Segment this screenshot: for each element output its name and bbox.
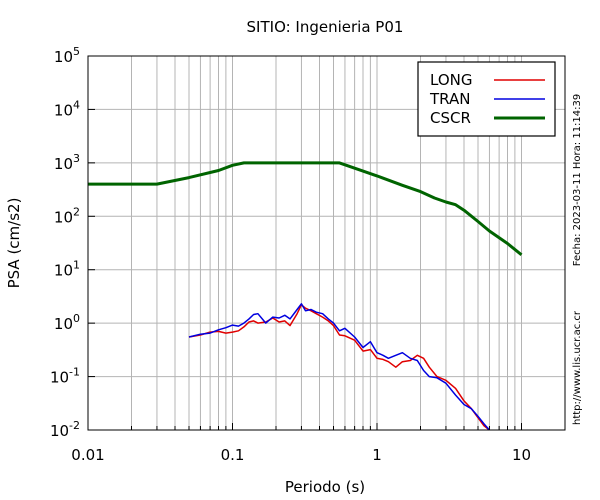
x-tick-label: 10 [512,446,531,464]
plot-area-frame [87,55,566,431]
x-tick-label: 0.01 [71,446,104,464]
legend-label-cscr: CSCR [430,109,471,127]
y-tick-labels: 10-2 10-1 100 101 102 103 104 105 [50,45,80,440]
y-tick-label: 10-1 [50,366,80,387]
date-time-annotation: Fecha: 2023-03-11 Hora: 11:14:39 [572,94,583,267]
x-tick-label: 0.1 [221,446,245,464]
series-line-tran [188,303,490,431]
x-axis-label: Periodo (s) [285,478,365,496]
legend-label-tran: TRAN [429,90,470,108]
y-tick-label: 102 [54,205,80,226]
y-tick-label: 104 [54,98,80,119]
axis-ticks [87,55,566,431]
x-tick-label: 1 [372,446,382,464]
x-tick-labels: 0.01 0.1 1 10 [71,446,531,464]
url-annotation: http://www.lis.ucr.ac.cr [572,310,583,425]
y-tick-label: 103 [54,152,80,173]
y-tick-label: 10-2 [50,419,80,440]
y-tick-label: 100 [54,312,80,333]
series-line-cscr [88,161,523,256]
y-tick-label: 101 [54,259,80,280]
series-layer [88,161,523,431]
legend-label-long: LONG [430,71,472,89]
series-line-long [188,304,490,431]
y-axis-label: PSA (cm/s2) [5,198,23,289]
legend: LONG TRAN CSCR [417,61,556,137]
y-tick-label: 105 [54,45,80,66]
chart-title: SITIO: Ingenieria P01 [247,18,404,36]
